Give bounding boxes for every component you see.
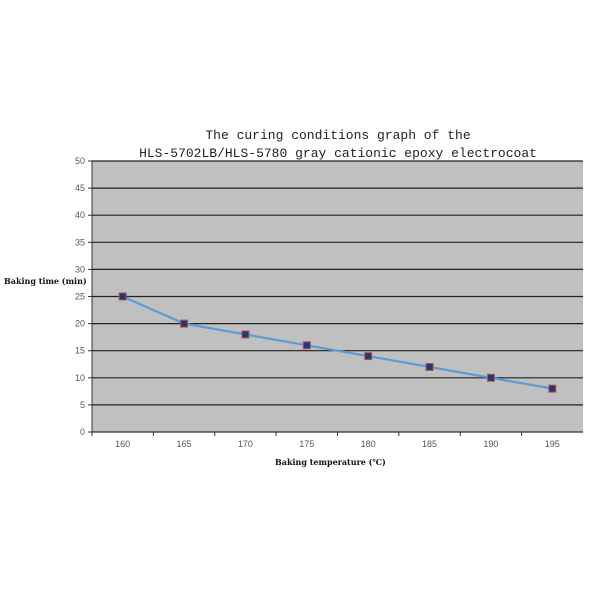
y-tick-label: 45 — [75, 183, 85, 193]
data-point — [302, 341, 311, 350]
data-point — [180, 319, 189, 328]
data-point — [425, 362, 434, 371]
data-point — [548, 384, 557, 393]
x-axis-label: Baking temperature (℃) — [275, 457, 386, 467]
x-tick-label: 185 — [422, 439, 437, 449]
y-tick-label: 50 — [75, 156, 85, 166]
x-tick-label: 175 — [299, 439, 314, 449]
x-tick-label: 180 — [361, 439, 376, 449]
y-tick-label: 10 — [75, 373, 85, 383]
y-tick-label: 5 — [80, 400, 85, 410]
y-axis-label: Baking time (min) — [4, 276, 87, 286]
data-point — [486, 373, 495, 382]
chart-title-line-1: The curing conditions graph of the — [205, 128, 470, 143]
series-line — [122, 295, 553, 390]
x-tick-label: 165 — [177, 439, 192, 449]
x-tick-label: 170 — [238, 439, 253, 449]
data-point — [118, 292, 127, 301]
x-tick-label: 160 — [115, 439, 130, 449]
y-tick-label: 15 — [75, 346, 85, 356]
y-tick-label: 25 — [75, 292, 85, 302]
x-tick-label: 190 — [483, 439, 498, 449]
y-tick-label: 40 — [75, 210, 85, 220]
chart-title-line-2: HLS-5702LB/HLS-5780 gray cationic epoxy … — [139, 146, 537, 161]
y-tick-label: 35 — [75, 237, 85, 247]
y-tick-label: 20 — [75, 319, 85, 329]
y-tick-label: 30 — [75, 264, 85, 274]
data-point — [364, 352, 373, 361]
x-tick-label: 195 — [545, 439, 560, 449]
data-point — [241, 330, 250, 339]
y-tick-label: 0 — [80, 427, 85, 437]
